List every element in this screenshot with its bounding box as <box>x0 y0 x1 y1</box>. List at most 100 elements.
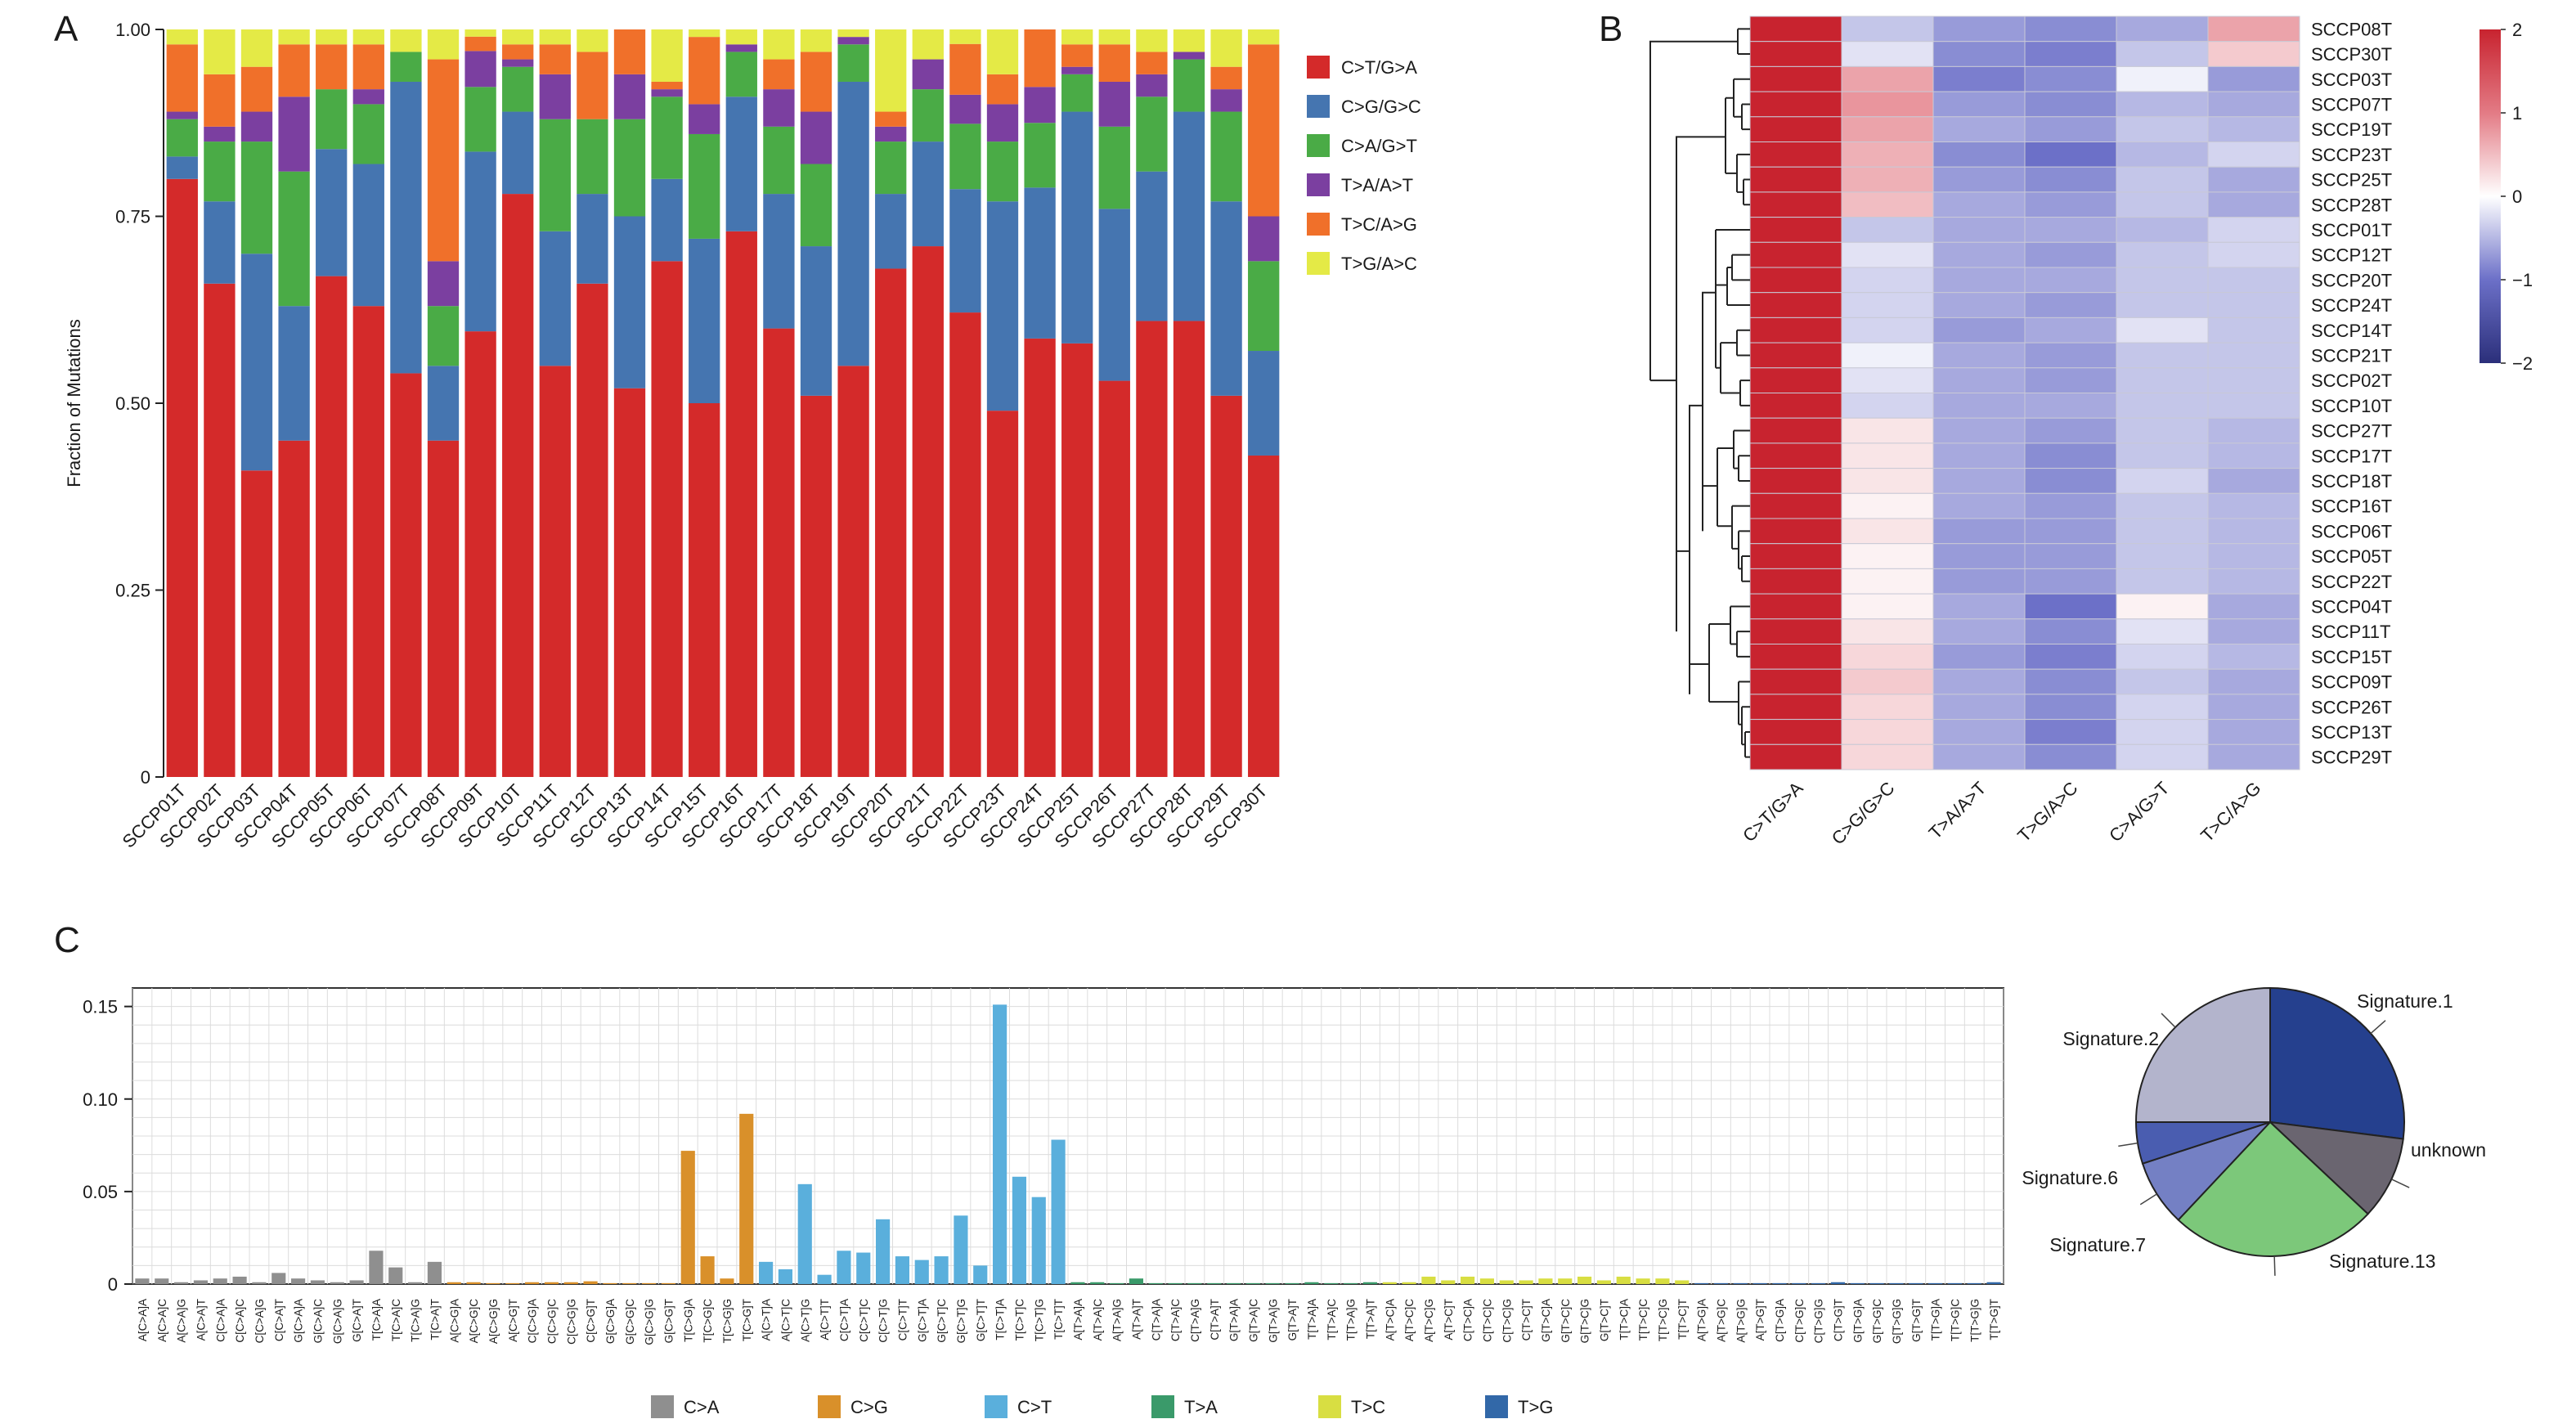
bar-segment <box>427 29 460 60</box>
heatmap-column-label: C>G/G>C <box>1828 778 1899 849</box>
heatmap-cell <box>1749 191 1842 218</box>
bar-segment <box>875 194 907 269</box>
bar-segment <box>1210 29 1242 67</box>
context-label: A[C>T]A <box>761 1299 773 1340</box>
bar-segment <box>689 133 720 239</box>
heatmap-cell <box>1932 16 2026 43</box>
legend-swatch <box>1318 1395 1341 1418</box>
panel-letter-b: B <box>1599 9 1622 49</box>
bar-segment <box>949 94 981 124</box>
heatmap-cell <box>2116 743 2209 770</box>
context-label: C[C>G]G <box>565 1299 577 1345</box>
context-label: A[C>A]T <box>195 1299 207 1340</box>
heatmap-cell <box>2116 342 2209 369</box>
bar-segment <box>651 261 683 778</box>
bar-segment <box>613 74 646 119</box>
context-label: A[T>G]C <box>1715 1299 1727 1342</box>
y-tick-label: 0.75 <box>115 207 150 227</box>
heatmap-row-label: SCCP02T <box>2311 370 2392 391</box>
bar-segment <box>1173 59 1205 112</box>
heatmap-cell <box>1841 116 1934 143</box>
legend-label: T>A/A>T <box>1341 175 1413 195</box>
heatmap-cell <box>2207 267 2300 294</box>
context-label: G[T>A]C <box>1247 1299 1259 1342</box>
heatmap-cell <box>2207 166 2300 193</box>
bar-segment <box>166 119 198 157</box>
legend-swatch <box>1307 173 1330 196</box>
context-label: G[C>A]G <box>331 1299 343 1344</box>
spectrum-bar <box>1713 1282 1728 1284</box>
context-label: T[T>G]C <box>1949 1299 1961 1341</box>
heatmap-cell <box>1749 442 1842 469</box>
spectrum-bar <box>973 1265 988 1284</box>
spectrum-bar <box>837 1251 851 1284</box>
heatmap-cell <box>2116 65 2209 92</box>
context-label: C[T>G]T <box>1832 1299 1844 1341</box>
bar-segment <box>352 104 384 164</box>
y-tick-label: 1.00 <box>115 20 150 40</box>
context-label: G[C>T]T <box>975 1299 987 1341</box>
bar-segment <box>875 141 907 195</box>
context-label: A[T>A]A <box>1072 1299 1084 1340</box>
y-tick-label: 0 <box>108 1274 118 1295</box>
context-label: T[T>A]A <box>1306 1299 1318 1340</box>
spectrum-bar <box>642 1282 657 1284</box>
heatmap-cell <box>1932 518 2026 545</box>
context-label: A[T>C]A <box>1384 1299 1396 1340</box>
heatmap-cell <box>2024 267 2117 294</box>
bar-segment <box>1248 261 1280 352</box>
heatmap-cell <box>2024 743 2117 770</box>
bar-segment <box>763 194 795 329</box>
context-label: C[T>A]T <box>1209 1299 1221 1340</box>
bar-segment <box>949 29 981 44</box>
bar-segment <box>427 440 460 777</box>
context-label: T[C>A]T <box>429 1299 441 1340</box>
bar-segment <box>837 37 869 45</box>
context-label: T[T>A]C <box>1326 1299 1338 1340</box>
context-label: C[C>G]C <box>545 1299 558 1344</box>
pie-leader-line <box>2391 1179 2410 1188</box>
heatmap-cell <box>2024 16 2117 43</box>
bar-segment <box>166 178 198 778</box>
heatmap-cell <box>1841 292 1934 318</box>
pie-leader-line <box>2118 1142 2138 1147</box>
heatmap-cell <box>1932 241 2026 268</box>
bar-segment <box>502 59 534 67</box>
context-label: C[C>T]C <box>858 1299 870 1342</box>
heatmap-cell <box>1932 191 2026 218</box>
spectrum-bar <box>1227 1282 1241 1284</box>
heatmap-cell <box>2116 91 2209 118</box>
context-label: A[C>G]A <box>448 1299 460 1343</box>
heatmap-cell <box>2207 191 2300 218</box>
bar-segment <box>1210 395 1242 777</box>
heatmap-cell <box>2116 694 2209 721</box>
heatmap-cell <box>2116 217 2209 243</box>
context-label: T[C>G]A <box>682 1299 694 1342</box>
heatmap-row-label: SCCP22T <box>2311 572 2392 592</box>
heatmap-cell <box>2116 141 2209 168</box>
heatmap-cell <box>1841 393 1934 419</box>
panel-letter-a: A <box>54 9 79 49</box>
spectrum-bar <box>1324 1282 1339 1284</box>
heatmap-cell <box>1841 668 1934 695</box>
spectrum-bar <box>1752 1282 1767 1284</box>
spectrum-bar <box>1538 1278 1553 1284</box>
heatmap-cell <box>1841 719 1934 745</box>
heatmap-cell <box>2207 65 2300 92</box>
pie-slice-label: Signature.1 <box>2357 990 2453 1012</box>
context-label: C[T>A]C <box>1169 1299 1182 1341</box>
legend-swatch <box>985 1395 1008 1418</box>
heatmap-cell <box>2116 292 2209 318</box>
heatmap-cell <box>2207 518 2300 545</box>
heatmap-cell <box>1932 317 2026 344</box>
bar-segment <box>1248 351 1280 456</box>
context-label: C[C>A]G <box>254 1299 266 1343</box>
heatmap-cell <box>2024 41 2117 67</box>
legend-label: T>A <box>1184 1397 1218 1417</box>
spectrum-bar <box>1070 1282 1085 1284</box>
context-label: T[C>A]C <box>390 1299 402 1341</box>
bar-segment <box>502 194 534 777</box>
legend-swatch <box>1307 213 1330 236</box>
pie-slice-label: Signature.13 <box>2329 1251 2435 1272</box>
heatmap-cell <box>1749 65 1842 92</box>
